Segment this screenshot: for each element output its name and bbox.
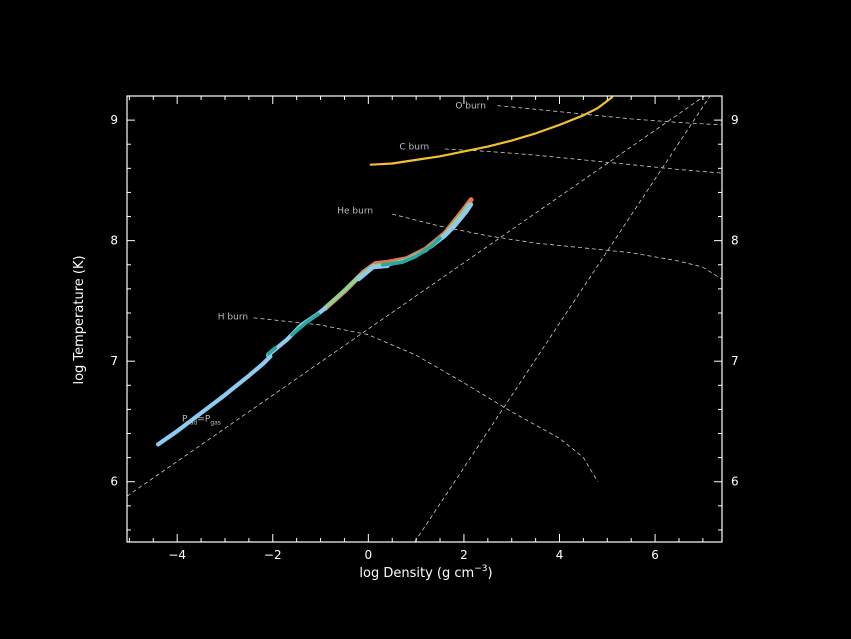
prad-pgas-label: Prad=Pgas	[182, 414, 221, 426]
tick-labels-layer: −4 −2 0 2 4 6 6 7 8 9 6 7 8 9	[110, 113, 738, 562]
data-series-layer	[156, 96, 614, 447]
y-tick-label-left: 8	[110, 234, 118, 248]
x-tick-label: 0	[365, 548, 373, 562]
annotation-he-burn: He burn	[337, 207, 373, 217]
y-tick-label-right: 9	[731, 113, 739, 127]
reference-line-c-burn	[444, 148, 722, 174]
x-tick-label: 4	[556, 548, 564, 562]
annotations-layer: H burn He burn C burn O burn	[218, 102, 486, 323]
y-tick-label-left: 6	[110, 475, 118, 489]
y-tick-label-left: 9	[110, 113, 118, 127]
series-profile-light-3	[156, 354, 273, 447]
x-tick-label: 6	[651, 548, 659, 562]
series-profile-teal-9	[380, 236, 442, 267]
series-core-track-0	[369, 96, 614, 166]
x-tick-label: −2	[264, 548, 282, 562]
reference-line-prad-eq-pgas	[127, 96, 706, 497]
reference-line-he-burn	[392, 213, 722, 280]
reference-line-degeneracy	[414, 96, 711, 542]
reference-line-h-burn	[253, 317, 599, 482]
annotation-o-burn: O burn	[455, 102, 486, 112]
ticks-layer	[127, 95, 722, 542]
y-tick-label-right: 6	[731, 475, 739, 489]
annotation-h-burn: H burn	[218, 313, 248, 323]
x-tick-label: 2	[460, 548, 468, 562]
annotation-c-burn: C burn	[399, 143, 429, 153]
y-axis-title: log Temperature (K)	[72, 255, 87, 384]
y-tick-label-left: 7	[110, 354, 118, 368]
x-axis-title-close: )	[487, 566, 492, 581]
series-profile-teal-7	[266, 346, 277, 356]
reference-line-o-burn	[497, 105, 722, 126]
series-profile-teal-8	[290, 312, 320, 337]
x-axis-title: log Density (g cm−3)	[359, 564, 492, 581]
reference-lines-layer	[127, 96, 722, 542]
x-tick-label: −4	[168, 548, 186, 562]
y-tick-label-right: 8	[731, 234, 739, 248]
y-tick-label-right: 7	[731, 354, 739, 368]
plot-frame	[126, 95, 723, 543]
x-axis-title-sup: −3	[474, 564, 487, 574]
